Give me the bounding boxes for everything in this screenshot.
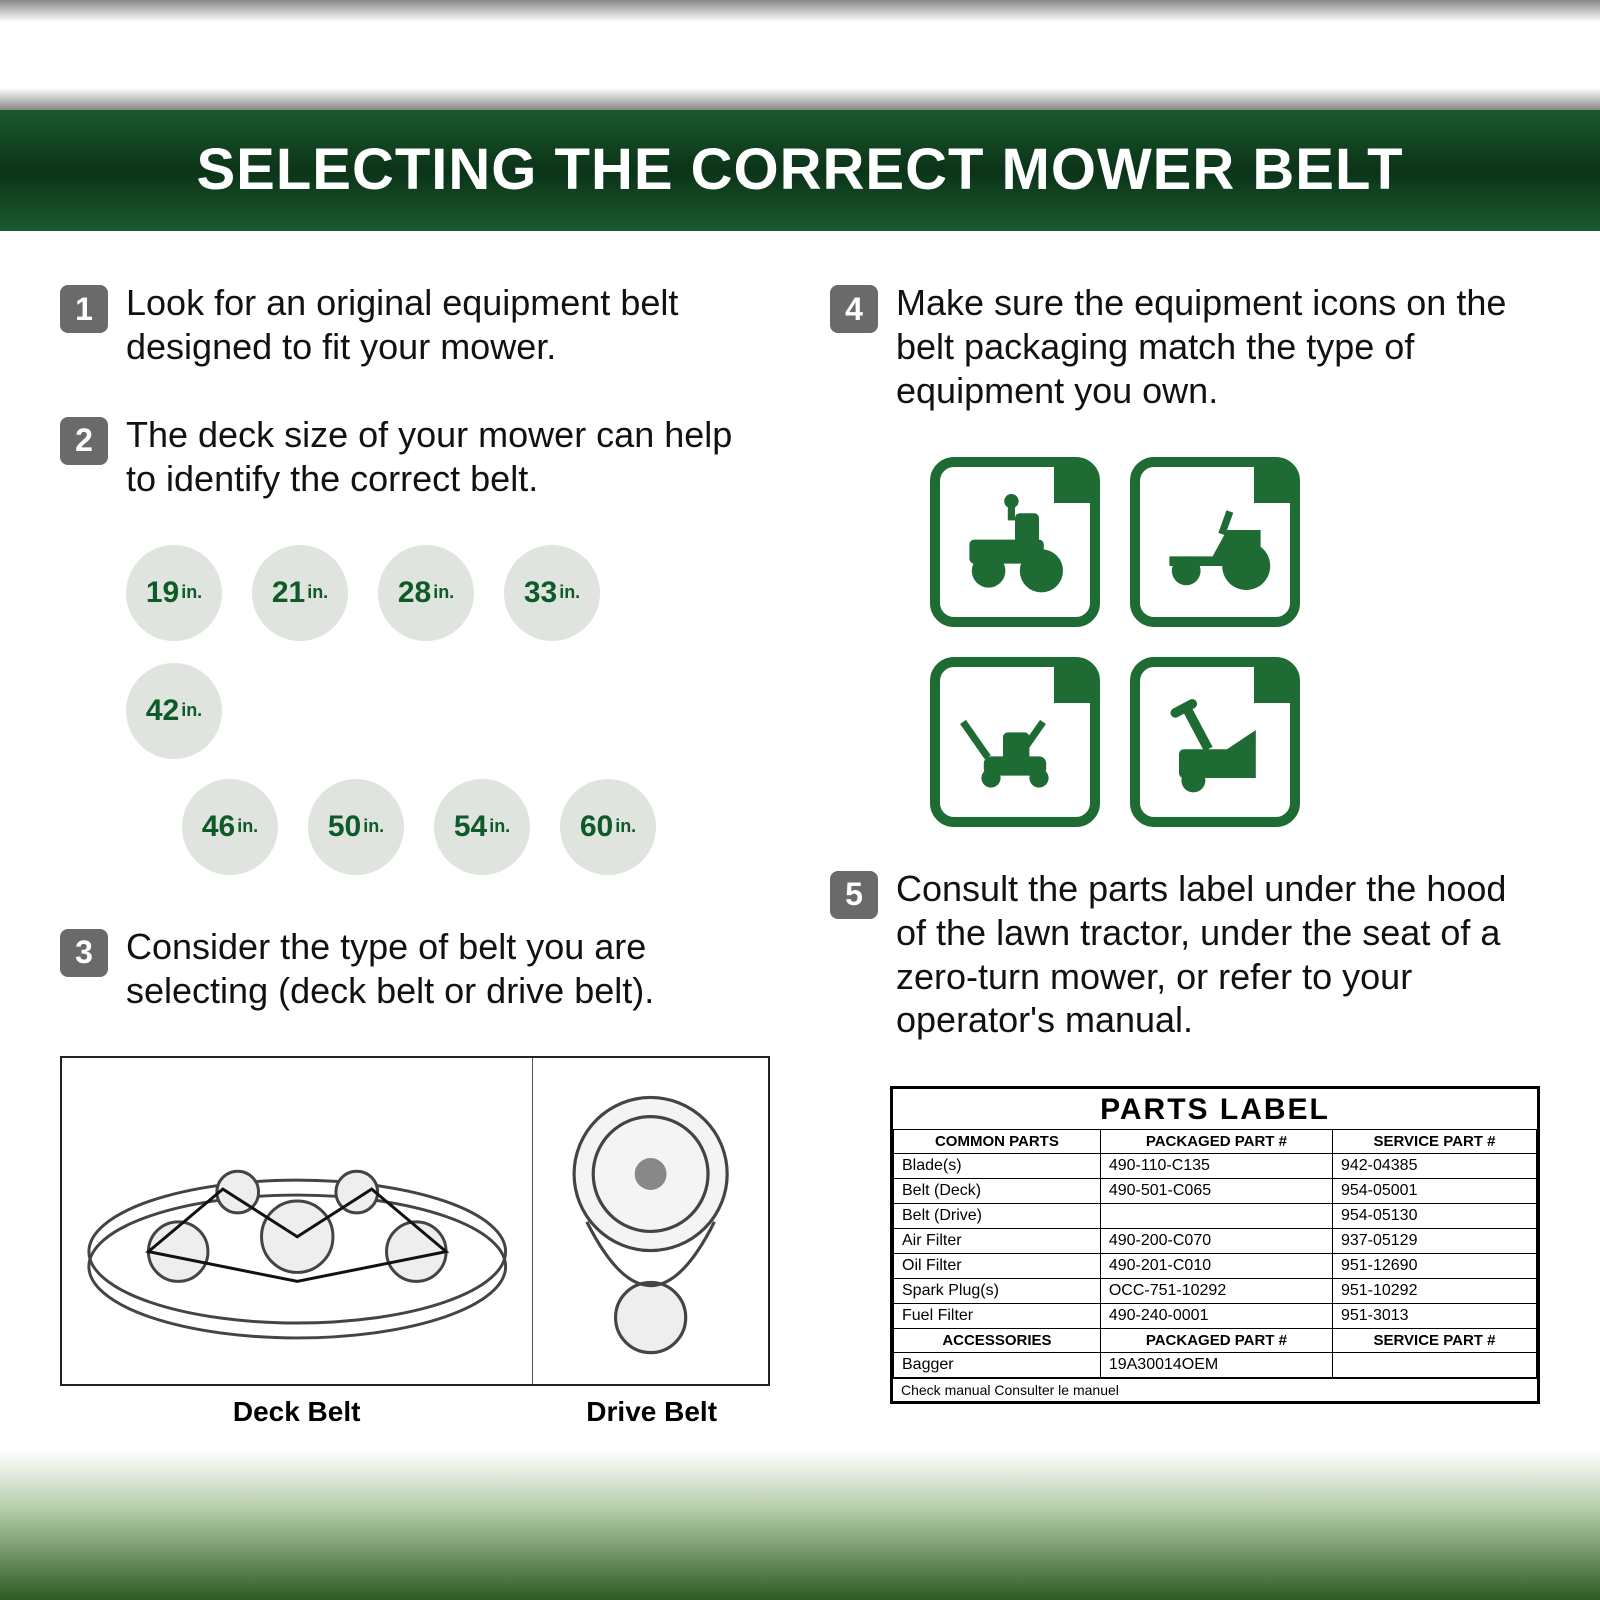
- grass-footer-gradient: [0, 1450, 1600, 1600]
- step-number: 4: [830, 285, 878, 333]
- step-text: Look for an original equipment belt desi…: [126, 281, 770, 369]
- size-badge: 46in.: [182, 779, 278, 875]
- table-header-row: COMMON PARTS PACKAGED PART # SERVICE PAR…: [894, 1130, 1537, 1154]
- step-text: The deck size of your mower can help to …: [126, 413, 770, 501]
- table-row: Air Filter490-200-C070937-05129: [894, 1229, 1537, 1254]
- drive-belt-caption: Drive Belt: [533, 1396, 770, 1428]
- page-title: SELECTING THE CORRECT MOWER BELT: [0, 110, 1600, 231]
- size-badge: 28in.: [378, 545, 474, 641]
- table-row: Blade(s)490-110-C135942-04385: [894, 1154, 1537, 1179]
- size-badge: 60in.: [560, 779, 656, 875]
- deck-size-row-1: 19in. 21in. 28in. 33in. 42in.: [126, 545, 706, 759]
- table-row: Spark Plug(s)OCC-751-10292951-10292: [894, 1279, 1537, 1304]
- step-4: 4 Make sure the equipment icons on the b…: [830, 281, 1540, 413]
- col-header: ACCESSORIES: [894, 1329, 1101, 1353]
- col-header: COMMON PARTS: [894, 1130, 1101, 1154]
- step-text: Make sure the equipment icons on the bel…: [896, 281, 1540, 413]
- deck-belt-caption: Deck Belt: [60, 1396, 533, 1428]
- zero-turn-mower-icon: [1130, 457, 1300, 627]
- left-column: 1 Look for an original equipment belt de…: [60, 281, 770, 1428]
- content-area: 1 Look for an original equipment belt de…: [0, 231, 1600, 1428]
- step-1: 1 Look for an original equipment belt de…: [60, 281, 770, 369]
- size-badge: 21in.: [252, 545, 348, 641]
- belt-diagram: [60, 1056, 770, 1386]
- parts-label-card: PARTS LABEL COMMON PARTS PACKAGED PART #…: [890, 1086, 1540, 1404]
- metallic-top-bar: [0, 0, 1600, 110]
- step-3: 3 Consider the type of belt you are sele…: [60, 925, 770, 1013]
- table-row: Bagger19A30014OEM: [894, 1353, 1537, 1378]
- size-badge: 42in.: [126, 663, 222, 759]
- step-text: Consult the parts label under the hood o…: [896, 867, 1540, 1043]
- push-mower-icon: [930, 657, 1100, 827]
- size-badge: 33in.: [504, 545, 600, 641]
- step-number: 3: [60, 929, 108, 977]
- deck-belt-diagram: [62, 1058, 533, 1384]
- right-column: 4 Make sure the equipment icons on the b…: [830, 281, 1540, 1428]
- deck-size-row-2: 46in. 50in. 54in. 60in.: [126, 779, 706, 875]
- size-badge: 54in.: [434, 779, 530, 875]
- table-row: Fuel Filter490-240-0001951-3013: [894, 1304, 1537, 1329]
- drive-belt-diagram: [533, 1058, 768, 1384]
- col-header: PACKAGED PART #: [1100, 1329, 1332, 1353]
- size-badge: 19in.: [126, 545, 222, 641]
- riding-tractor-icon: [930, 457, 1100, 627]
- parts-label-table: COMMON PARTS PACKAGED PART # SERVICE PAR…: [893, 1129, 1537, 1378]
- col-header: SERVICE PART #: [1332, 1329, 1536, 1353]
- step-text: Consider the type of belt you are select…: [126, 925, 770, 1013]
- table-row: Belt (Deck)490-501-C065954-05001: [894, 1179, 1537, 1204]
- table-subheader-row: ACCESSORIES PACKAGED PART # SERVICE PART…: [894, 1329, 1537, 1353]
- snow-thrower-icon: [1130, 657, 1300, 827]
- size-badge: 50in.: [308, 779, 404, 875]
- step-2: 2 The deck size of your mower can help t…: [60, 413, 770, 501]
- parts-label-footer: Check manual Consulter le manuel: [893, 1378, 1537, 1401]
- step-number: 2: [60, 417, 108, 465]
- parts-label-title: PARTS LABEL: [893, 1089, 1537, 1129]
- step-number: 5: [830, 871, 878, 919]
- col-header: PACKAGED PART #: [1100, 1130, 1332, 1154]
- col-header: SERVICE PART #: [1332, 1130, 1536, 1154]
- table-row: Oil Filter490-201-C010951-12690: [894, 1254, 1537, 1279]
- table-row: Belt (Drive)954-05130: [894, 1204, 1537, 1229]
- step-number: 1: [60, 285, 108, 333]
- belt-captions: Deck Belt Drive Belt: [60, 1396, 770, 1428]
- equipment-icon-grid: [930, 457, 1540, 827]
- step-5: 5 Consult the parts label under the hood…: [830, 867, 1540, 1043]
